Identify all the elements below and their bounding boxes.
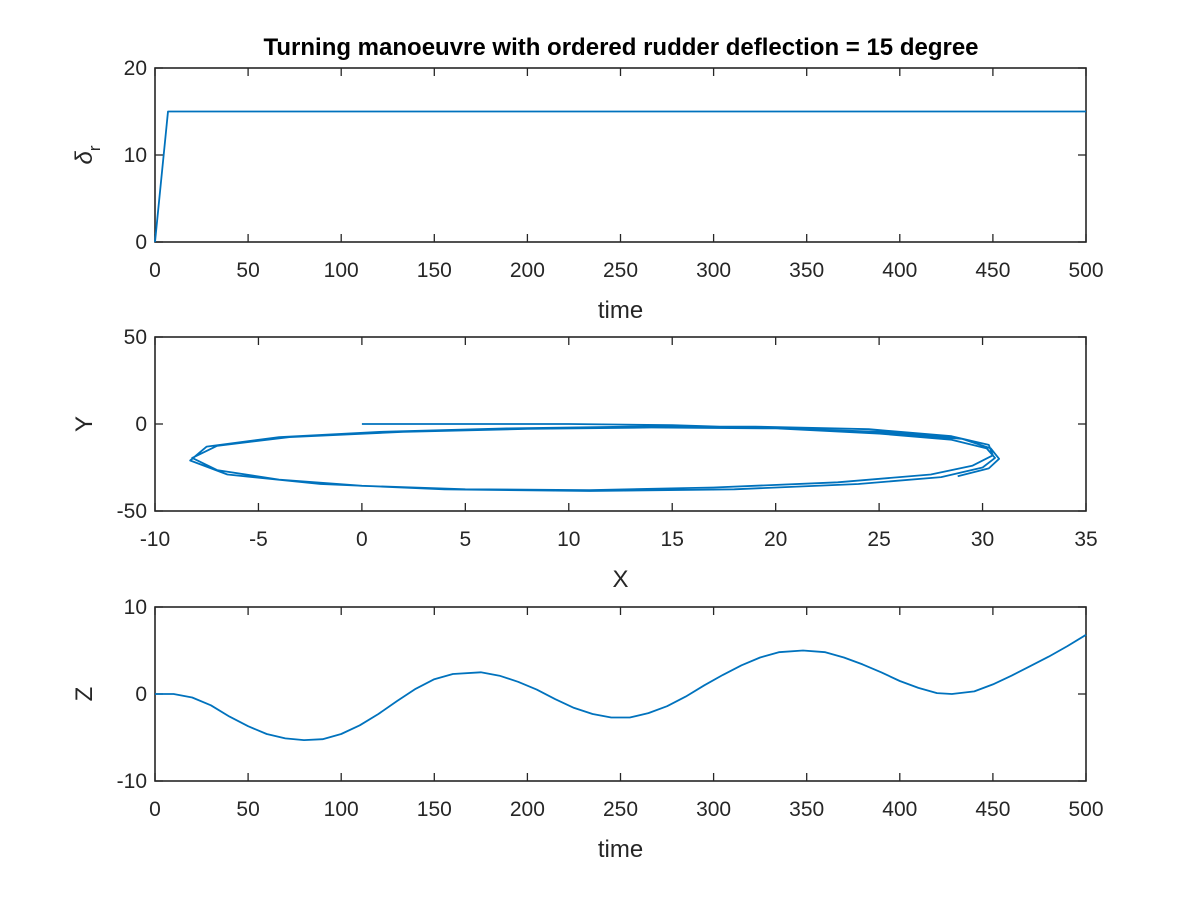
x-tick-label: 0 <box>149 798 161 821</box>
x-tick-label: 250 <box>603 259 638 282</box>
y-tick-label: 20 <box>124 57 147 80</box>
x-tick-label: 50 <box>236 259 259 282</box>
x-tick-label: 35 <box>1074 528 1097 551</box>
x-tick-label: 300 <box>696 798 731 821</box>
y-tick-label: 0 <box>135 231 147 254</box>
x-tick-label: 0 <box>149 259 161 282</box>
x-tick-label: 500 <box>1068 259 1103 282</box>
x-tick-label: 0 <box>356 528 368 551</box>
x-tick-label: 25 <box>867 528 890 551</box>
x-tick-label: 100 <box>324 798 359 821</box>
y-tick-label: -10 <box>117 770 147 793</box>
series-line <box>154 110 1086 243</box>
x-tick-label: 350 <box>789 798 824 821</box>
x-tick-label: 250 <box>603 798 638 821</box>
axes-box <box>154 67 1087 243</box>
x-tick-label: 450 <box>975 798 1010 821</box>
y-axis-label: δr <box>71 145 104 164</box>
y-axis-label-symbol: δ <box>71 151 98 165</box>
x-tick-label: 500 <box>1068 798 1103 821</box>
x-axis-label: time <box>598 297 643 324</box>
x-tick-label: 350 <box>789 259 824 282</box>
x-tick-label: 50 <box>236 798 259 821</box>
y-tick-label: 0 <box>135 413 147 436</box>
x-tick-label: 400 <box>882 259 917 282</box>
x-tick-label: 5 <box>459 528 471 551</box>
x-axis-label: time <box>598 836 643 863</box>
x-tick-label: 30 <box>971 528 994 551</box>
x-tick-label: -10 <box>140 528 170 551</box>
series-line <box>155 634 1087 741</box>
axes-box <box>154 606 1087 782</box>
x-tick-label: 450 <box>975 259 1010 282</box>
x-tick-label: 15 <box>661 528 684 551</box>
chart-title: Turning manoeuvre with ordered rudder de… <box>263 34 978 61</box>
x-tick-label: 100 <box>324 259 359 282</box>
y-axis-label: Z <box>71 687 98 702</box>
rudder-deflection-axes: 0 50 100 150 200 250 300 350 400 450 500 0 10 20 time δ… <box>71 57 1104 324</box>
x-tick-label: 20 <box>764 528 787 551</box>
y-axis-label: Y <box>71 416 98 432</box>
y-tick-label: 0 <box>135 683 147 706</box>
y-tick-label: -50 <box>117 500 147 523</box>
y-axis-label-subscript: r <box>85 145 104 151</box>
x-axis-label: X <box>612 566 628 593</box>
x-tick-label: -5 <box>249 528 268 551</box>
y-tick-label: 10 <box>124 596 147 619</box>
x-tick-label: 150 <box>417 798 452 821</box>
depth-axes: 0 50 100 150 200 250 300 350 400 450 500-10010time… <box>71 596 1104 863</box>
x-tick-label: 200 <box>510 259 545 282</box>
x-tick-label: 200 <box>510 798 545 821</box>
series-line <box>189 423 1000 492</box>
x-tick-label: 10 <box>557 528 580 551</box>
x-tick-label: 150 <box>417 259 452 282</box>
x-tick-label: 300 <box>696 259 731 282</box>
y-tick-label: 10 <box>124 144 147 167</box>
x-tick-label: 400 <box>882 798 917 821</box>
y-tick-label: 50 <box>124 326 147 349</box>
